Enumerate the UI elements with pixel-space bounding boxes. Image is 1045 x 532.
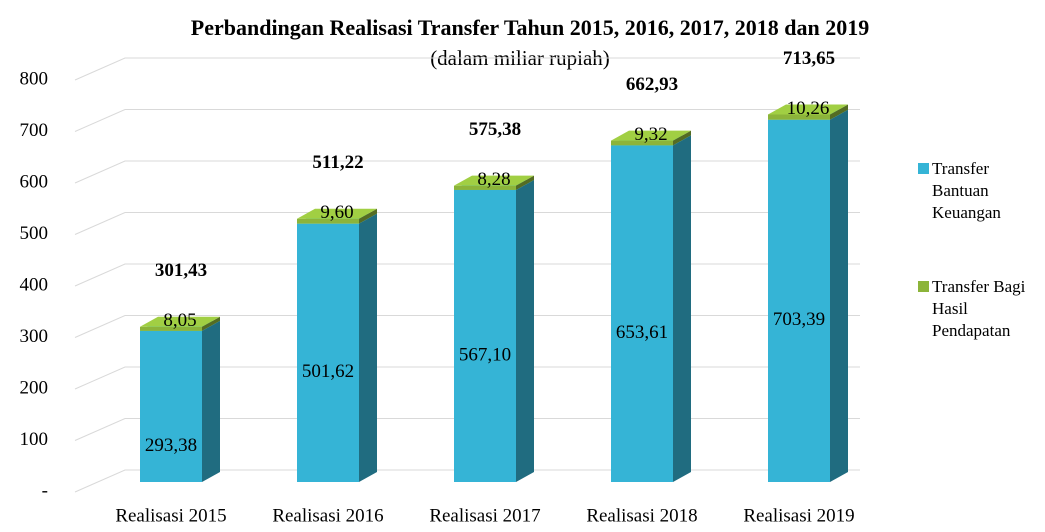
- bar-segment: [611, 130, 691, 146]
- bar-segment: [768, 104, 848, 120]
- value-label: 8,28: [477, 169, 510, 190]
- bar-segment: [454, 179, 534, 483]
- value-label: 8,05: [163, 310, 196, 331]
- bar-face: [454, 185, 516, 190]
- value-label: 10,26: [787, 98, 830, 119]
- bar-segment: [454, 175, 534, 190]
- total-label: 575,38: [469, 119, 521, 140]
- bar-segment: [297, 213, 377, 482]
- legend-label: Transfer Bantuan Keuangan: [932, 159, 1001, 222]
- bar-face: [202, 320, 220, 482]
- bar-face: [140, 326, 202, 331]
- chart-title: Perbandingan Realisasi Transfer Tahun 20…: [191, 15, 869, 40]
- bar-segment: [611, 135, 691, 482]
- y-tick-label: 700: [20, 120, 49, 141]
- legend-item: Transfer Bantuan Keuangan: [918, 158, 1038, 224]
- value-label: 9,60: [320, 202, 353, 223]
- x-tick-label: Realisasi 2017: [429, 505, 540, 526]
- y-tick-label: 400: [20, 274, 49, 295]
- bar-face: [297, 218, 359, 224]
- y-tick-label: -: [42, 480, 48, 501]
- y-tick-label: 100: [20, 429, 49, 450]
- bar-face: [359, 213, 377, 482]
- bar-segment: [768, 109, 848, 482]
- bar-face: [454, 189, 516, 483]
- value-label: 501,62: [302, 361, 354, 382]
- bar-face: [359, 208, 377, 224]
- bar-face: [297, 208, 377, 219]
- value-label: 567,10: [459, 344, 511, 365]
- bar-segment: [297, 208, 377, 224]
- total-label: 713,65: [783, 48, 835, 69]
- bar-face: [140, 316, 220, 327]
- bar-face: [140, 330, 202, 482]
- y-tick-label: 800: [20, 68, 49, 89]
- x-tick-label: Realisasi 2018: [586, 505, 697, 526]
- bar-face: [673, 130, 691, 146]
- bar-face: [830, 109, 848, 482]
- y-tick-label: 200: [20, 377, 49, 398]
- total-label: 301,43: [155, 260, 207, 281]
- bar-segment: [140, 320, 220, 482]
- bar-face: [611, 130, 691, 141]
- y-tick-label: 300: [20, 326, 49, 347]
- bar-face: [516, 175, 534, 190]
- legend-swatch: [918, 163, 929, 174]
- bar-face: [768, 119, 830, 482]
- bar-face: [297, 223, 359, 482]
- value-label: 293,38: [145, 435, 197, 456]
- bar-segment: [140, 316, 220, 331]
- y-tick-label: 500: [20, 223, 49, 244]
- legend-swatch: [918, 281, 929, 292]
- bar-face: [768, 104, 848, 115]
- x-tick-label: Realisasi 2019: [743, 505, 854, 526]
- bar-face: [768, 114, 830, 120]
- legend-item: Transfer Bagi Hasil Pendapatan: [918, 276, 1038, 342]
- x-tick-label: Realisasi 2016: [272, 505, 383, 526]
- bar-face: [202, 316, 220, 331]
- bar-face: [516, 179, 534, 483]
- bar-face: [830, 104, 848, 120]
- value-label: 9,32: [634, 124, 667, 145]
- total-label: 511,22: [312, 152, 363, 173]
- bar-face: [611, 145, 673, 482]
- y-tick-label: 600: [20, 171, 49, 192]
- value-label: 653,61: [616, 322, 668, 343]
- total-label: 662,93: [626, 74, 678, 95]
- bar-face: [611, 140, 673, 146]
- legend-label: Transfer Bagi Hasil Pendapatan: [932, 277, 1026, 340]
- value-label: 703,39: [773, 309, 825, 330]
- bar-face: [454, 175, 534, 186]
- grid-line: [74, 57, 860, 81]
- grid-line: [74, 109, 860, 132]
- bar-face: [673, 135, 691, 482]
- x-tick-label: Realisasi 2015: [115, 505, 226, 526]
